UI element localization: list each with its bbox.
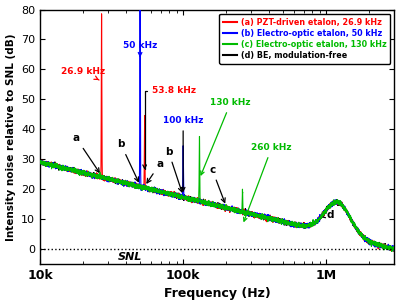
Line: (c) Electro-optic etalon, 130 kHz: (c) Electro-optic etalon, 130 kHz xyxy=(40,136,394,252)
Text: b: b xyxy=(117,139,138,181)
Text: 260 kHz: 260 kHz xyxy=(244,143,292,221)
(d) BE, modulation-free xyxy=(392,249,396,253)
(a) PZT-driven etalon, 26.9 kHz xyxy=(392,249,397,253)
(c) Electro-optic etalon, 130 kHz xyxy=(268,218,273,221)
Text: b: b xyxy=(165,147,182,192)
(b) Electro-optic etalon, 50 kHz xyxy=(250,214,255,218)
(d) BE, modulation-free xyxy=(268,216,273,220)
(d) BE, modulation-free xyxy=(392,248,397,252)
(d) BE, modulation-free xyxy=(38,159,43,162)
(b) Electro-optic etalon, 50 kHz xyxy=(329,203,334,207)
(c) Electro-optic etalon, 130 kHz xyxy=(302,225,307,229)
Line: (b) Electro-optic etalon, 50 kHz: (b) Electro-optic etalon, 50 kHz xyxy=(40,1,394,251)
(d) BE, modulation-free xyxy=(38,160,42,163)
(a) PZT-driven etalon, 26.9 kHz xyxy=(99,12,104,16)
(a) PZT-driven etalon, 26.9 kHz xyxy=(173,192,178,196)
(a) PZT-driven etalon, 26.9 kHz xyxy=(329,202,334,206)
(d) BE, modulation-free xyxy=(329,203,334,207)
(c) Electro-optic etalon, 130 kHz xyxy=(329,201,334,205)
Text: a: a xyxy=(147,159,164,183)
(c) Electro-optic etalon, 130 kHz xyxy=(390,250,394,253)
(b) Electro-optic etalon, 50 kHz xyxy=(138,0,142,3)
(d) BE, modulation-free xyxy=(102,174,107,177)
(b) Electro-optic etalon, 50 kHz xyxy=(102,177,107,181)
(a) PZT-driven etalon, 26.9 kHz xyxy=(102,177,107,181)
Text: SNL: SNL xyxy=(118,252,142,262)
Text: 50 kHz: 50 kHz xyxy=(123,42,157,56)
(a) PZT-driven etalon, 26.9 kHz xyxy=(268,219,273,222)
(b) Electro-optic etalon, 50 kHz xyxy=(173,195,178,199)
(a) PZT-driven etalon, 26.9 kHz xyxy=(392,247,397,250)
Text: 130 kHz: 130 kHz xyxy=(201,98,251,175)
(b) Electro-optic etalon, 50 kHz xyxy=(302,224,307,228)
Text: d: d xyxy=(320,210,334,220)
(c) Electro-optic etalon, 130 kHz xyxy=(197,135,202,138)
(a) PZT-driven etalon, 26.9 kHz xyxy=(302,224,307,228)
(d) BE, modulation-free xyxy=(173,191,178,195)
(a) PZT-driven etalon, 26.9 kHz xyxy=(250,210,255,214)
(d) BE, modulation-free xyxy=(302,225,307,229)
Text: 26.9 kHz: 26.9 kHz xyxy=(61,67,105,80)
Line: (a) PZT-driven etalon, 26.9 kHz: (a) PZT-driven etalon, 26.9 kHz xyxy=(40,14,394,251)
X-axis label: Frequency (Hz): Frequency (Hz) xyxy=(164,287,271,300)
(c) Electro-optic etalon, 130 kHz xyxy=(102,175,107,179)
Text: 100 kHz: 100 kHz xyxy=(163,116,203,191)
(c) Electro-optic etalon, 130 kHz xyxy=(250,211,255,215)
(b) Electro-optic etalon, 50 kHz xyxy=(391,249,396,252)
Line: (d) BE, modulation-free: (d) BE, modulation-free xyxy=(40,161,394,251)
(b) Electro-optic etalon, 50 kHz xyxy=(38,161,42,165)
Y-axis label: Intensity noise relative to SNL (dB): Intensity noise relative to SNL (dB) xyxy=(6,33,16,241)
(b) Electro-optic etalon, 50 kHz xyxy=(392,247,397,251)
(c) Electro-optic etalon, 130 kHz xyxy=(392,249,397,252)
Text: 53.8 kHz: 53.8 kHz xyxy=(143,86,196,169)
(c) Electro-optic etalon, 130 kHz xyxy=(38,161,42,164)
Text: c: c xyxy=(209,165,225,203)
(c) Electro-optic etalon, 130 kHz xyxy=(173,195,178,198)
(d) BE, modulation-free xyxy=(250,213,255,216)
(b) Electro-optic etalon, 50 kHz xyxy=(268,218,273,222)
Text: a: a xyxy=(73,133,99,172)
Legend: (a) PZT-driven etalon, 26.9 kHz, (b) Electro-optic etalon, 50 kHz, (c) Electro-o: (a) PZT-driven etalon, 26.9 kHz, (b) Ele… xyxy=(219,13,390,64)
(a) PZT-driven etalon, 26.9 kHz xyxy=(38,161,42,165)
